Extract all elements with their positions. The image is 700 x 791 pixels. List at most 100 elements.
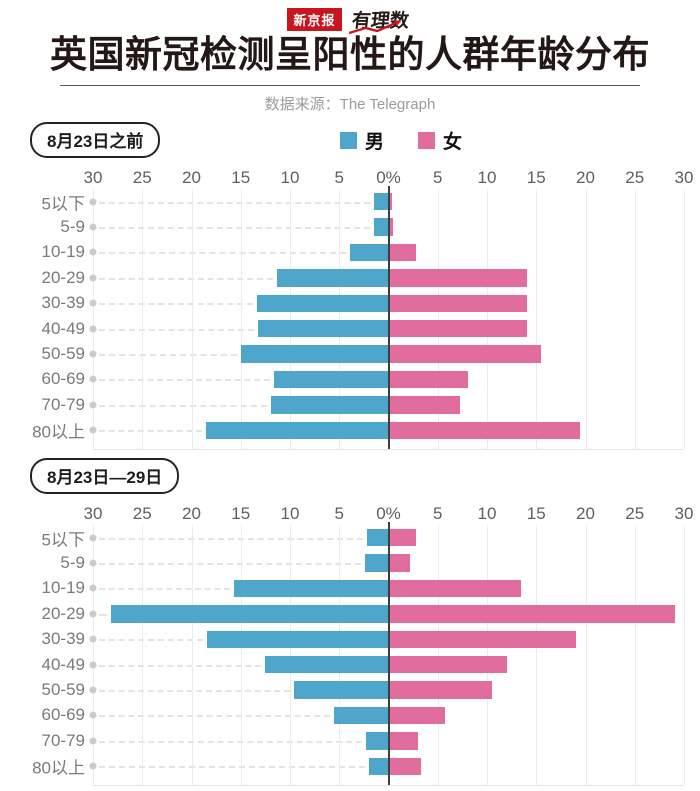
row-dot-icon xyxy=(89,401,97,409)
female-bar xyxy=(388,554,411,572)
pyramid-row: 10-19 xyxy=(42,240,684,265)
gridline xyxy=(240,525,242,785)
male-bar xyxy=(373,193,389,211)
row-leader-dashes xyxy=(99,379,271,382)
gridline xyxy=(487,189,488,449)
axis-tick-label: 30 xyxy=(83,504,103,523)
axis-tick-label: 20 xyxy=(182,504,201,523)
title-divider xyxy=(60,85,640,86)
axis-ticks-container: 30 25 20 15 10 5 0% 5 10 15 20 25 30 xyxy=(84,504,693,529)
age-group-label: 20-29 xyxy=(41,603,85,623)
gridline xyxy=(634,525,636,785)
age-group-label: 5以下 xyxy=(41,530,85,550)
legend-female-label: 女 xyxy=(443,132,463,153)
female-bar xyxy=(388,757,421,775)
axis-tick-label: 15 xyxy=(526,168,546,187)
axis-tick-label: 10 xyxy=(477,168,497,187)
age-group-label: 40-49 xyxy=(41,654,85,674)
male-bar xyxy=(350,243,389,262)
male-bar xyxy=(265,656,389,674)
age-group-label: 70-79 xyxy=(41,730,85,750)
male-bar xyxy=(365,732,389,750)
row-dot-icon xyxy=(89,325,97,333)
pyramid-row: 10-19 xyxy=(42,576,684,601)
female-bar xyxy=(388,579,522,598)
chart-2-badge: 8月23日—29日 xyxy=(30,458,180,494)
gridline xyxy=(585,525,587,785)
page-title: 英国新冠检测呈阳性的人群年龄分布 xyxy=(50,34,650,75)
age-group-label: 30-39 xyxy=(41,629,85,649)
chart-1-badge: 8月23日之前 xyxy=(30,122,161,158)
axis-tick-label: 10 xyxy=(477,504,497,523)
row-leader-dashes xyxy=(99,740,362,743)
female-bar xyxy=(388,218,394,236)
row-dot-icon xyxy=(89,274,97,282)
legend-male-label: 男 xyxy=(365,132,385,153)
age-group-label: 30-39 xyxy=(41,293,85,313)
male-bar xyxy=(207,630,389,648)
row-leader-dashes xyxy=(99,252,347,255)
male-bar xyxy=(274,370,389,389)
row-leader-dashes xyxy=(99,404,268,407)
axis-tick-label: 15 xyxy=(231,168,251,187)
female-bar xyxy=(388,269,528,287)
female-bar xyxy=(388,396,461,414)
gridline xyxy=(684,525,685,785)
row-dot-icon xyxy=(89,737,97,745)
female-bar xyxy=(388,294,528,312)
axis-tick-label: 10 xyxy=(280,168,300,187)
axis-tick-label: 20 xyxy=(576,168,595,187)
row-leader-dashes xyxy=(99,766,365,769)
axis-tick-label: 5 xyxy=(433,168,443,187)
axis-tick-label: 5 xyxy=(433,504,443,523)
logo-trend-line-icon xyxy=(348,19,401,34)
age-group-label: 5-9 xyxy=(60,217,85,237)
legend-item-male: 男 xyxy=(340,127,384,154)
male-bar xyxy=(240,345,389,363)
pyramid-row: 70-79 xyxy=(42,728,684,753)
pyramid-row: 40-49 xyxy=(42,652,684,677)
chart-2-plot: 5以下 5-9 10-19 20-29 30-39 40-49 50-59 60-69 70-7… xyxy=(32,525,685,786)
youlishu-logo: 有理数 xyxy=(346,6,414,34)
xinjingbao-logo: 新京报 xyxy=(287,7,342,31)
gridline xyxy=(536,189,538,449)
pyramid-row: 50-59 xyxy=(42,341,684,366)
age-group-label: 60-69 xyxy=(41,705,85,725)
axis-tick-label: 30 xyxy=(674,168,694,187)
axis-tick-label: 15 xyxy=(526,504,546,523)
female-bar xyxy=(388,243,417,262)
gridline xyxy=(93,525,94,785)
age-group-label: 20-29 xyxy=(41,267,85,287)
axis-tick-label: 15 xyxy=(231,504,251,523)
axis-tick-label: 5 xyxy=(334,168,344,187)
brand-logo: 新京报 有理数 xyxy=(0,0,700,34)
pyramid-row: 80以上 xyxy=(32,754,684,779)
row-leader-dashes xyxy=(99,588,230,591)
gridline xyxy=(290,525,291,785)
male-bar xyxy=(257,294,389,312)
page-header: 新京报 有理数 英国新冠检测呈阳性的人群年龄分布 数据来源：The Telegr… xyxy=(0,0,700,114)
pyramid-row: 60-69 xyxy=(42,703,684,728)
male-bar xyxy=(334,706,389,725)
age-group-label: 40-49 xyxy=(41,318,85,338)
legend-item-female: 女 xyxy=(418,127,462,154)
male-bar xyxy=(271,396,389,414)
zero-axis-line xyxy=(387,525,390,785)
male-bar xyxy=(258,320,389,338)
male-bar xyxy=(368,757,389,775)
row-leader-dashes xyxy=(99,563,361,566)
row-leader-dashes xyxy=(99,613,107,616)
pyramid-row: 30-39 xyxy=(42,291,684,316)
age-group-label: 60-69 xyxy=(41,369,85,389)
row-dot-icon xyxy=(89,375,97,383)
axis-spacer xyxy=(0,504,93,525)
age-group-label: 10-19 xyxy=(41,242,85,262)
row-leader-dashes xyxy=(99,430,203,433)
pyramid-row: 5-9 xyxy=(60,550,684,575)
male-bar xyxy=(206,421,389,439)
age-group-label: 5-9 xyxy=(60,553,85,573)
male-bar xyxy=(366,529,389,547)
axis-spacer xyxy=(0,168,93,189)
legend: 男 女 xyxy=(340,127,462,154)
gridline xyxy=(290,189,291,449)
